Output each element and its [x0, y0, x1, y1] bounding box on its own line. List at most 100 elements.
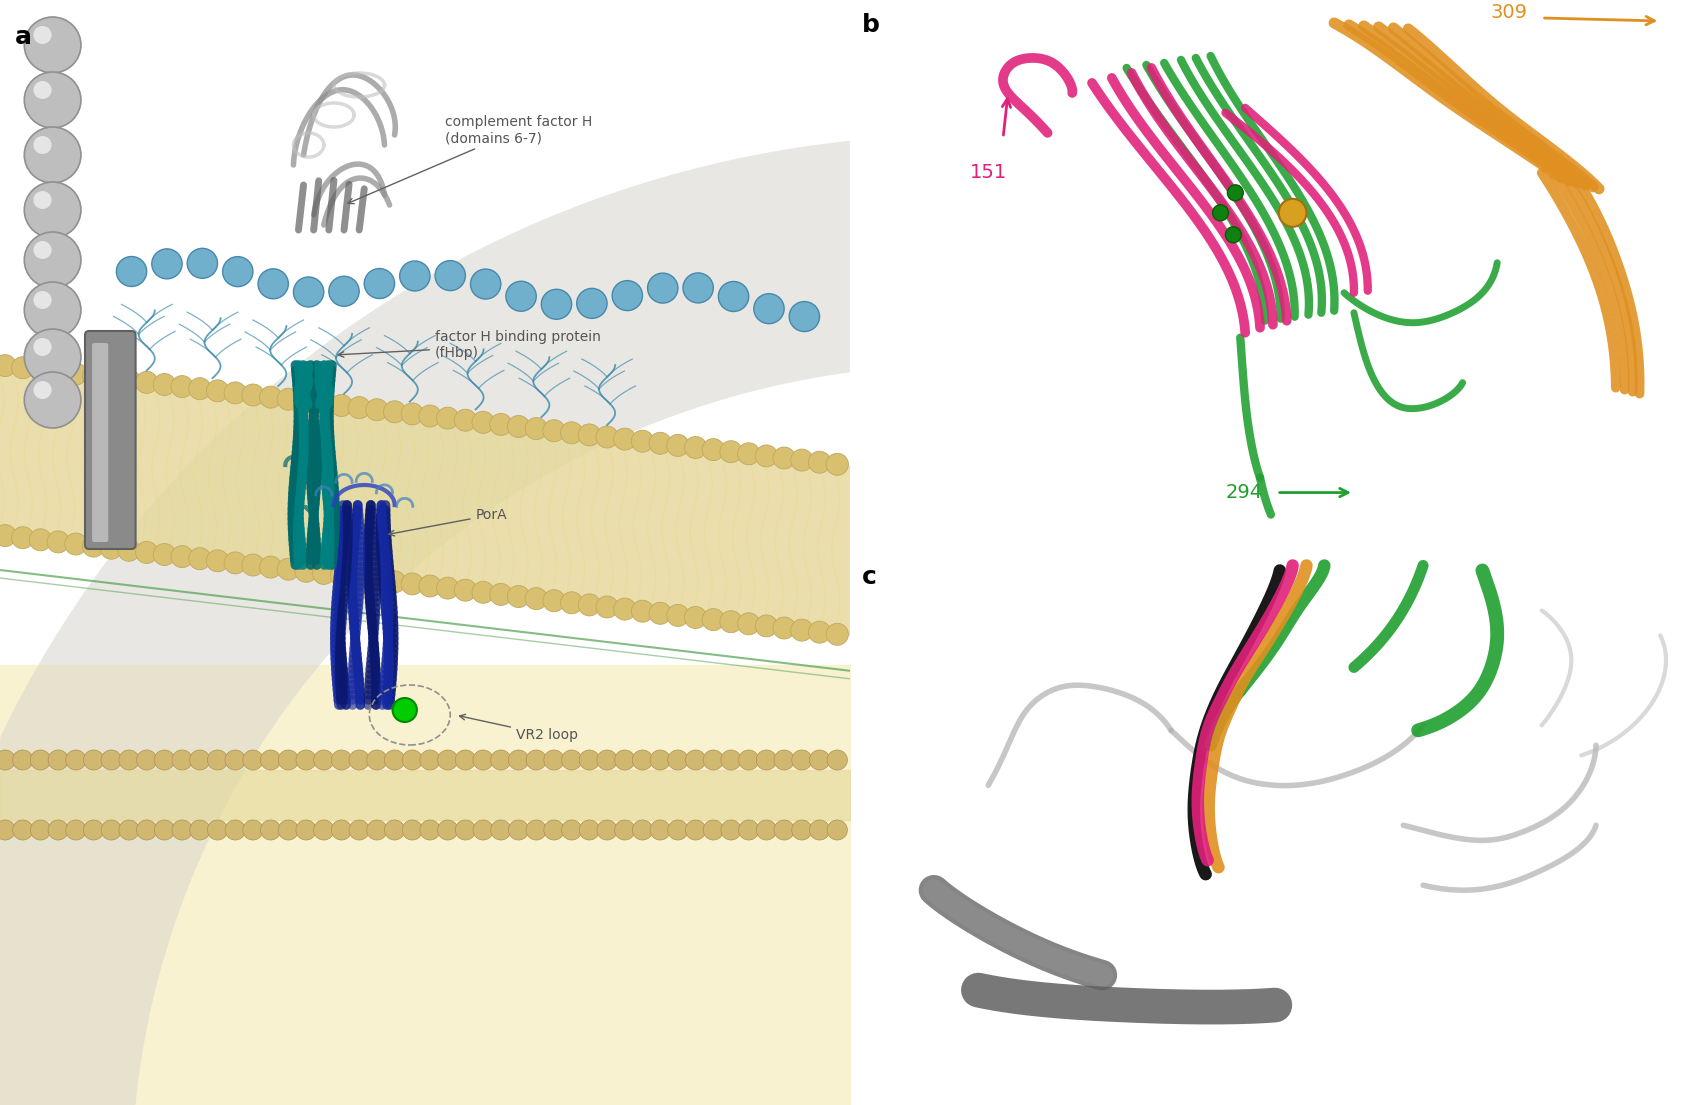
Circle shape	[720, 820, 740, 840]
Circle shape	[13, 820, 34, 840]
Text: 309: 309	[1490, 3, 1527, 22]
Circle shape	[738, 820, 759, 840]
Circle shape	[632, 750, 653, 770]
Text: a: a	[15, 25, 32, 49]
Polygon shape	[0, 135, 849, 1105]
Circle shape	[526, 750, 547, 770]
Circle shape	[400, 572, 424, 594]
Circle shape	[331, 750, 352, 770]
Circle shape	[807, 451, 831, 473]
Circle shape	[47, 530, 69, 552]
Circle shape	[526, 820, 547, 840]
Circle shape	[24, 282, 81, 338]
Circle shape	[809, 750, 829, 770]
Circle shape	[261, 750, 281, 770]
Circle shape	[491, 750, 511, 770]
Circle shape	[30, 820, 50, 840]
Circle shape	[791, 750, 811, 770]
Circle shape	[30, 750, 50, 770]
Circle shape	[436, 407, 459, 429]
Circle shape	[1226, 185, 1243, 201]
Circle shape	[101, 367, 123, 389]
Circle shape	[489, 583, 511, 606]
Circle shape	[224, 551, 246, 573]
Circle shape	[24, 182, 81, 238]
Circle shape	[261, 820, 281, 840]
Circle shape	[153, 373, 175, 396]
Circle shape	[118, 369, 140, 391]
Circle shape	[525, 588, 547, 610]
Circle shape	[543, 820, 563, 840]
Circle shape	[807, 621, 831, 643]
Circle shape	[579, 750, 599, 770]
Circle shape	[577, 288, 607, 318]
Circle shape	[685, 436, 706, 459]
Circle shape	[666, 434, 688, 456]
Circle shape	[506, 282, 537, 312]
Circle shape	[668, 750, 688, 770]
Circle shape	[597, 820, 617, 840]
Circle shape	[562, 750, 582, 770]
Circle shape	[119, 750, 140, 770]
Circle shape	[562, 820, 582, 840]
Circle shape	[313, 750, 333, 770]
Text: c: c	[861, 566, 876, 589]
Circle shape	[437, 820, 458, 840]
Circle shape	[579, 820, 599, 840]
Circle shape	[701, 609, 723, 631]
Circle shape	[400, 403, 424, 425]
Circle shape	[419, 820, 441, 840]
Circle shape	[49, 820, 69, 840]
Circle shape	[0, 355, 17, 377]
Circle shape	[0, 820, 15, 840]
Circle shape	[383, 571, 405, 592]
Circle shape	[595, 596, 617, 618]
Circle shape	[34, 381, 52, 399]
Circle shape	[720, 750, 740, 770]
Circle shape	[791, 619, 812, 641]
Circle shape	[278, 558, 299, 580]
Polygon shape	[0, 365, 849, 635]
Circle shape	[24, 72, 81, 128]
Circle shape	[419, 575, 441, 597]
Circle shape	[826, 453, 848, 475]
Circle shape	[454, 409, 476, 431]
Circle shape	[29, 359, 52, 381]
Circle shape	[456, 820, 476, 840]
Circle shape	[348, 397, 370, 419]
Circle shape	[13, 750, 34, 770]
Circle shape	[118, 539, 140, 561]
Circle shape	[737, 613, 759, 634]
Circle shape	[47, 361, 69, 383]
Circle shape	[789, 302, 819, 332]
Circle shape	[703, 750, 723, 770]
Circle shape	[24, 372, 81, 428]
Circle shape	[313, 562, 335, 585]
Circle shape	[419, 406, 441, 427]
Circle shape	[508, 820, 528, 840]
Circle shape	[402, 820, 422, 840]
Circle shape	[755, 750, 775, 770]
Circle shape	[207, 380, 229, 402]
Circle shape	[151, 249, 182, 278]
Circle shape	[791, 820, 811, 840]
Circle shape	[718, 282, 748, 312]
Circle shape	[188, 548, 210, 570]
Circle shape	[648, 273, 678, 303]
Circle shape	[614, 750, 634, 770]
Circle shape	[649, 750, 669, 770]
Circle shape	[436, 577, 459, 599]
Circle shape	[82, 535, 104, 557]
Circle shape	[172, 376, 193, 398]
Circle shape	[508, 750, 528, 770]
Circle shape	[579, 593, 600, 615]
Circle shape	[34, 191, 52, 209]
Circle shape	[34, 27, 52, 44]
Circle shape	[772, 448, 796, 469]
Text: complement factor H
(domains 6-7): complement factor H (domains 6-7)	[348, 115, 592, 203]
Text: 294: 294	[1224, 483, 1262, 502]
Circle shape	[755, 820, 775, 840]
Circle shape	[720, 611, 742, 633]
Circle shape	[614, 820, 634, 840]
Circle shape	[419, 750, 441, 770]
